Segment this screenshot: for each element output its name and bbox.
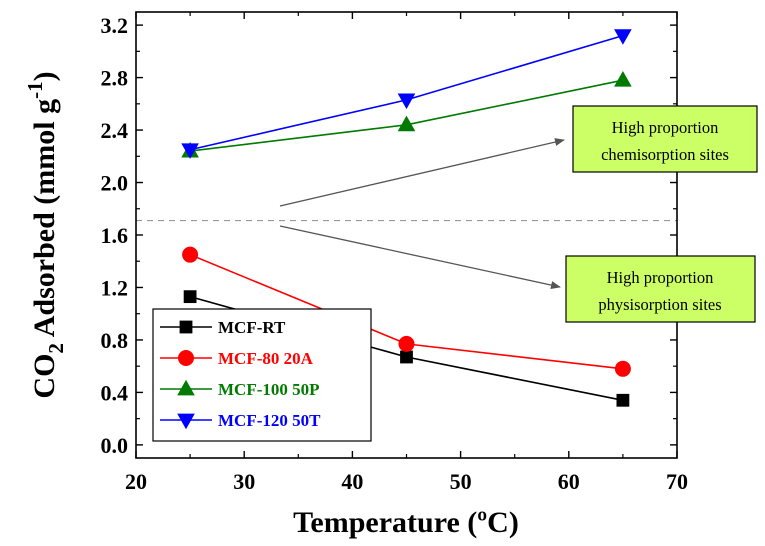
chemisorption-annotation-line-1: High proportion [612, 118, 719, 137]
physisorption-arrow [279, 225, 561, 289]
data-point-mcf-120-50t [397, 93, 416, 110]
series-mcf-120-50t [181, 29, 632, 159]
x-axis-title: Temperature (ºC) [293, 506, 519, 539]
y-tick-label: 3.2 [101, 13, 129, 38]
y-tick-label: 2.8 [101, 66, 129, 91]
chemisorption-arrow [279, 138, 565, 207]
y-tick-label: 0.0 [101, 433, 129, 458]
data-point-mcf-100-50p [614, 71, 632, 87]
legend-label: MCF-120 50T [218, 411, 321, 430]
y-axis-title-co: CO [28, 354, 61, 399]
legend-label: MCF-80 20A [218, 349, 314, 368]
series-mcf-100-50p [181, 71, 632, 158]
legend-marker [177, 413, 195, 430]
y-axis-title-subscript: 2 [44, 343, 68, 354]
chemisorption-annotation-box [572, 105, 758, 173]
chemisorption-annotation-line-2: chemisorption sites [601, 145, 729, 164]
legend-item-mcf-80-20a: MCF-80 20A [160, 349, 314, 368]
physisorption-annotation-line-2: physisorption sites [598, 295, 721, 314]
legend-label: MCF-100 50P [218, 380, 320, 399]
x-tick-label: 60 [558, 469, 580, 494]
physisorption-annotation-line-1: High proportion [607, 268, 714, 287]
data-point-mcf-100-50p [397, 115, 416, 132]
legend-marker [178, 350, 194, 366]
y-tick-label: 0.8 [101, 328, 129, 353]
y-axis-title: CO2 Adsorbed (mmol g-1) [23, 71, 68, 398]
legend-marker [177, 379, 195, 396]
data-point-mcf-80-20a [614, 360, 631, 377]
y-tick-label: 1.6 [101, 223, 129, 248]
y-tick-label: 1.2 [101, 275, 129, 300]
x-tick-label: 20 [125, 469, 147, 494]
y-axis-title-superscript: -1 [23, 81, 47, 99]
legend-item-mcf-120-50t: MCF-120 50T [160, 411, 321, 430]
data-point-mcf-rt [183, 290, 197, 304]
physisorption-annotation-box [565, 255, 756, 323]
y-tick-label: 2.4 [101, 118, 129, 143]
x-tick-label: 30 [233, 469, 255, 494]
legend-item-mcf-100-50p: MCF-100 50P [160, 379, 320, 399]
legend: MCF-RT MCF-80 20A MCF-100 50P MCF-120 50T [152, 308, 372, 442]
data-point-mcf-rt [400, 350, 413, 364]
data-point-mcf-80-20a [182, 246, 199, 263]
data-point-mcf-rt [616, 393, 630, 407]
x-tick-label: 50 [450, 469, 472, 494]
legend-item-mcf-rt: MCF-RT [160, 318, 286, 337]
y-axis-title-close: ) [28, 71, 61, 81]
data-point-mcf-120-50t [181, 143, 199, 159]
data-point-mcf-120-50t [614, 29, 632, 45]
physisorption-annotation: High proportion physisorption sites [565, 255, 756, 323]
legend-marker [179, 320, 193, 334]
data-point-mcf-80-20a [398, 335, 415, 352]
series-mcf-80-20a [182, 246, 631, 377]
y-tick-label: 0.4 [101, 380, 129, 405]
series-line-mcf-120-50t [189, 34, 624, 151]
y-tick-label: 2.0 [101, 171, 129, 196]
x-tick-label: 40 [341, 469, 363, 494]
chemisorption-annotation: High proportion chemisorption sites [572, 105, 758, 173]
legend-label: MCF-RT [218, 318, 286, 337]
y-axis-title-main: Adsorbed (mmol g [28, 99, 61, 343]
x-tick-label: 70 [666, 469, 688, 494]
